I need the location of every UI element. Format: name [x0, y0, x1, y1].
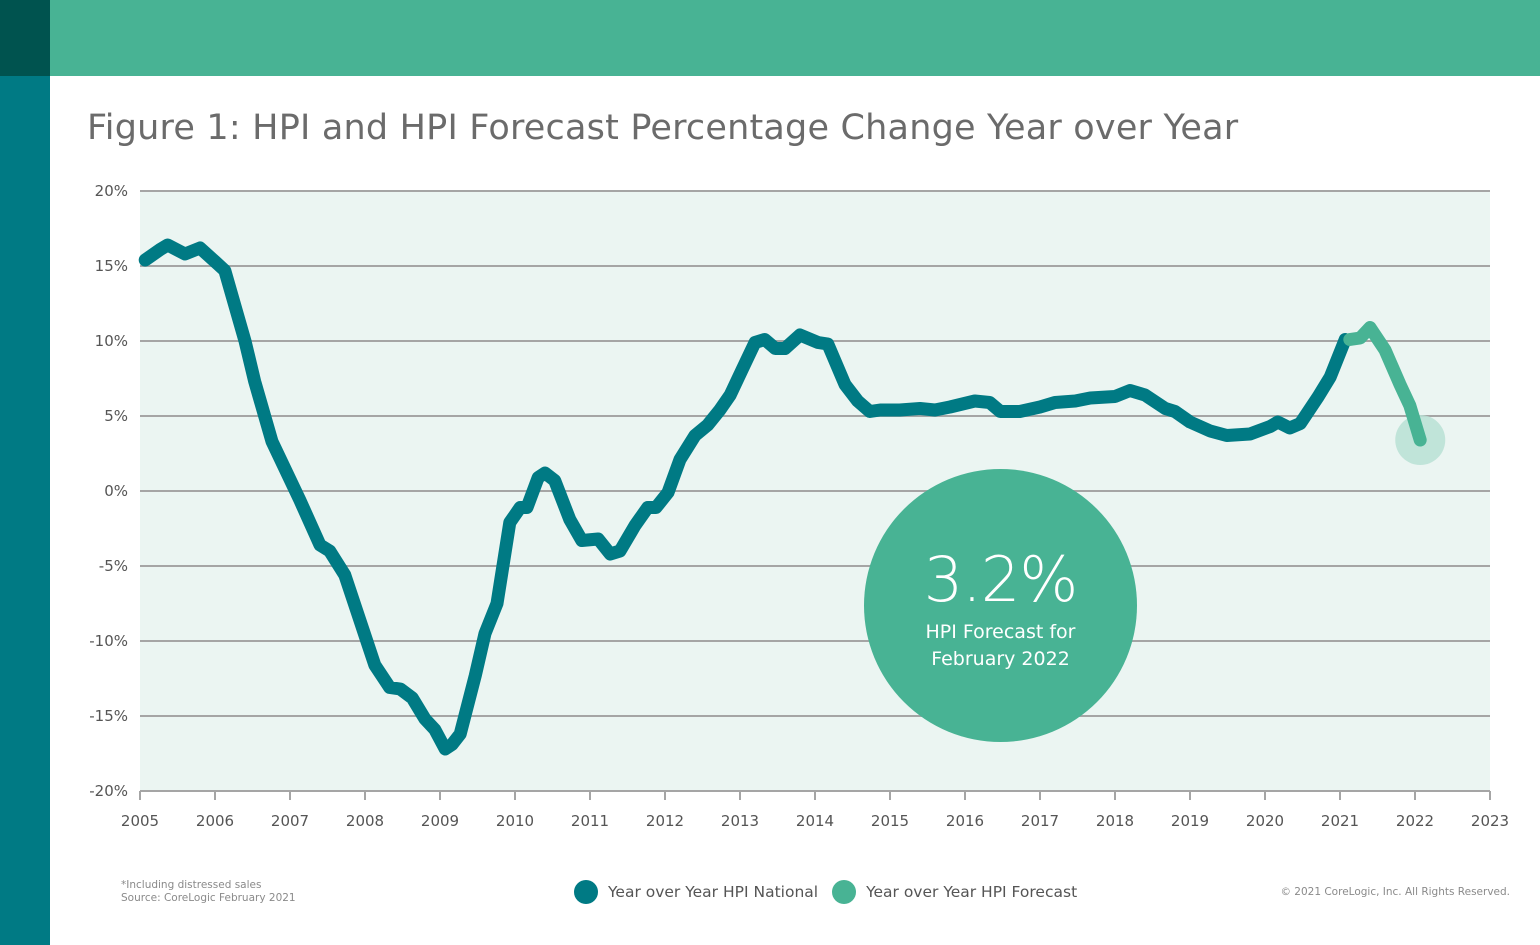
y-tick-label: 0% — [104, 482, 128, 500]
x-tick-label: 2007 — [271, 812, 309, 830]
callout-line2: February 2022 — [931, 648, 1070, 670]
side-accent-top — [0, 0, 50, 76]
y-tick-label: -20% — [89, 782, 128, 800]
x-tick-label: 2006 — [196, 812, 234, 830]
x-tick-label: 2016 — [946, 812, 984, 830]
callout-caption: HPI Forecast for February 2022 — [864, 619, 1137, 673]
callout-line1: HPI Forecast for — [925, 621, 1076, 643]
x-tick-label: 2023 — [1471, 812, 1509, 830]
y-tick-label: 5% — [104, 407, 128, 425]
y-tick-label: -10% — [89, 632, 128, 650]
footnote-distressed: *Including distressed sales — [121, 879, 262, 891]
legend-dot-forecast — [832, 880, 857, 904]
y-tick-label: -15% — [89, 707, 128, 725]
chart-title: Figure 1: HPI and HPI Forecast Percentag… — [87, 108, 1239, 148]
legend: Year over Year HPI National Year over Ye… — [574, 880, 1091, 904]
y-tick-label: 15% — [95, 257, 128, 275]
y-tick-label: 10% — [95, 332, 128, 350]
y-tick-label: -5% — [99, 557, 128, 575]
x-tick-label: 2021 — [1321, 812, 1359, 830]
x-tick-label: 2015 — [871, 812, 909, 830]
x-tick-label: 2012 — [646, 812, 684, 830]
forecast-callout: 3.2% HPI Forecast for February 2022 — [864, 469, 1137, 742]
x-tick-label: 2018 — [1096, 812, 1134, 830]
x-tick-label: 2011 — [571, 812, 609, 830]
side-accent-bar — [0, 76, 50, 945]
x-tick-label: 2008 — [346, 812, 384, 830]
x-tick-label: 2017 — [1021, 812, 1059, 830]
x-tick-label: 2020 — [1246, 812, 1284, 830]
legend-item-forecast: Year over Year HPI Forecast — [832, 880, 1077, 904]
legend-label-forecast: Year over Year HPI Forecast — [866, 883, 1078, 901]
copyright: © 2021 CoreLogic, Inc. All Rights Reserv… — [1280, 886, 1510, 898]
x-tick-label: 2014 — [796, 812, 834, 830]
series-line-forecast — [1343, 321, 1427, 447]
series-lines — [138, 238, 1446, 756]
x-tick-label: 2022 — [1396, 812, 1434, 830]
series-line-national — [138, 238, 1352, 756]
legend-item-national: Year over Year HPI National — [574, 880, 818, 904]
y-axis-ticks: 20% 15% 10% 5% 0% -5% -10% -15% -20% — [89, 182, 128, 800]
x-axis: 2005 2006 2007 2008 2009 2010 2011 2012 2013 2014… — [121, 791, 1509, 830]
x-tick-label: 2005 — [121, 812, 159, 830]
x-tick-label: 2009 — [421, 812, 459, 830]
legend-dot-national — [574, 880, 598, 904]
top-banner — [50, 0, 1540, 76]
x-tick-label: 2010 — [496, 812, 534, 830]
footnote-source: Source: CoreLogic February 2021 — [121, 892, 296, 904]
footnote: *Including distressed sales Source: Core… — [121, 879, 296, 905]
x-tick-label: 2019 — [1171, 812, 1209, 830]
legend-label-national: Year over Year HPI National — [608, 883, 819, 901]
y-tick-label: 20% — [95, 182, 128, 200]
x-tick-label: 2013 — [721, 812, 759, 830]
callout-value: 3.2% — [923, 543, 1079, 616]
